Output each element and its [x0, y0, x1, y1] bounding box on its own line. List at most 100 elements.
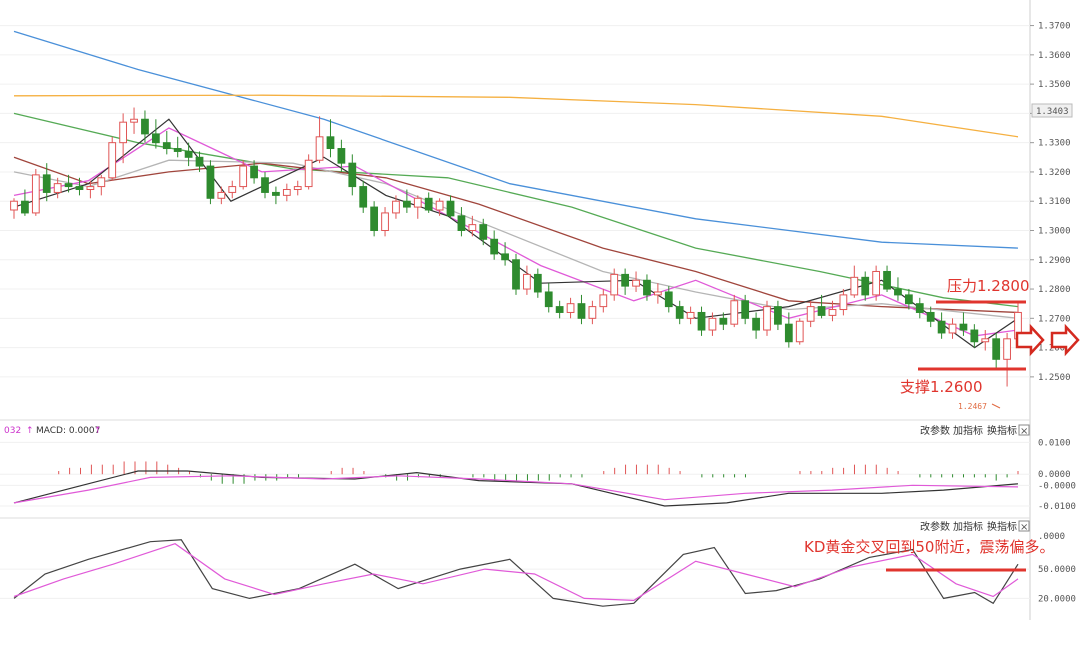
candle-up: [523, 273, 531, 290]
candle-up: [730, 300, 739, 325]
candle-up: [217, 191, 226, 199]
candle-down: [141, 118, 149, 135]
candle-down: [675, 306, 684, 319]
price-tick-label: 1.2800: [1038, 285, 1071, 295]
candle-up: [130, 118, 138, 123]
price-tick-label: 1.3000: [1038, 226, 1071, 236]
candle-down: [75, 186, 84, 191]
price-tick-label: 1.2500: [1038, 373, 1071, 383]
candle-up: [839, 294, 848, 311]
candle-up: [632, 279, 640, 287]
candle-up: [828, 309, 837, 316]
right-arrow-icon: [1050, 323, 1080, 357]
candle-down: [162, 142, 171, 150]
candle-down: [272, 191, 280, 196]
candle-up: [610, 273, 619, 296]
candle-down: [370, 206, 379, 231]
candle-down: [501, 253, 509, 261]
candle-down: [42, 174, 51, 193]
macd-dea-line: [13, 475, 1019, 504]
kd-tick-label: 20.0000: [1038, 594, 1076, 604]
candle-down: [719, 317, 728, 325]
candle-down: [512, 259, 520, 290]
low-price-pointer: [991, 403, 1001, 409]
price-tick-label: 1.3700: [1038, 22, 1071, 32]
right-arrow-icon: [1015, 323, 1045, 357]
candle-down: [861, 276, 870, 296]
candle-down: [937, 320, 946, 334]
candle-up: [228, 186, 237, 193]
candle-up: [468, 224, 477, 231]
switch-indicator-button[interactable]: 换指标: [987, 520, 1017, 533]
add-indicator-button[interactable]: 加指标: [953, 520, 983, 533]
price-tick-label: 1.3600: [1038, 51, 1071, 61]
candle-up: [315, 136, 324, 161]
candle-up: [806, 306, 815, 322]
candle-up: [795, 320, 804, 343]
change-params-button[interactable]: 改参数: [920, 424, 950, 437]
candle-up: [304, 159, 313, 188]
candle-up: [53, 183, 62, 193]
macd-value-label: MACD: 0.0007: [36, 426, 100, 436]
candle-down: [446, 200, 455, 217]
candle-up: [119, 121, 128, 144]
candle-up: [653, 291, 662, 296]
switch-indicator-button[interactable]: 换指标: [987, 424, 1017, 437]
candle-up: [981, 338, 990, 343]
candle-down: [752, 317, 760, 331]
candle-down: [894, 288, 902, 296]
price-tick-label: 1.3300: [1038, 139, 1071, 149]
candle-down: [621, 273, 630, 287]
close-icon: ×: [1020, 426, 1028, 437]
candle-down: [817, 306, 826, 316]
candle-down: [195, 156, 204, 167]
candle-up: [31, 174, 40, 214]
up-arrow-icon: ↑: [94, 426, 102, 436]
candle-down: [643, 279, 651, 296]
kd-toolbar: 改参数 加指标 换指标 ×: [920, 520, 1030, 533]
candle-up: [1003, 338, 1011, 360]
support-label: 支撑1.2600: [900, 378, 983, 396]
candle-down: [926, 311, 935, 322]
kd-tick-label: .0000: [1038, 532, 1065, 542]
candle-down: [904, 294, 913, 305]
ma-brown-line: [13, 156, 1019, 314]
annotation-layer: 压力1.2800 支撑1.2600 1.2467: [900, 277, 1080, 411]
macd-toolbar: 改参数 加指标 换指标 ×: [920, 424, 1030, 437]
candle-down: [250, 165, 258, 179]
price-tick-label: 1.3500: [1038, 80, 1071, 90]
candle-down: [697, 311, 706, 331]
candle-down: [959, 323, 968, 331]
kd-panel: 20.0000 50.0000 .0000: [0, 532, 1076, 607]
candle-down: [348, 162, 357, 188]
ma-blue-line: [13, 30, 1019, 249]
candle-up: [588, 306, 597, 319]
macd-header-prefix: 032: [4, 426, 21, 436]
macd-tick-label: -0.0100: [1038, 502, 1076, 512]
macd-tick-label: 0.0000: [1038, 470, 1071, 480]
macd-panel: 0.0100 0.0000-0.0000 -0.0100: [0, 438, 1076, 512]
current-price-label: 1.3403: [1036, 107, 1069, 117]
close-button[interactable]: [1018, 424, 1030, 436]
close-button[interactable]: [1018, 520, 1030, 532]
add-indicator-button[interactable]: 加指标: [953, 424, 983, 437]
candle-down: [741, 300, 750, 319]
kd-k-line: [13, 539, 1019, 607]
macd-dif-line: [13, 470, 1019, 507]
candle-down: [664, 291, 673, 308]
current-price-tag: 1.3403: [1031, 103, 1073, 118]
candle-down: [457, 215, 466, 231]
price-tick-label: 1.2900: [1038, 256, 1071, 266]
candle-up: [293, 186, 302, 191]
macd-tick-label: 0.0100: [1038, 438, 1071, 448]
candle-up: [708, 317, 717, 331]
price-tick-label: 1.2600: [1038, 344, 1071, 354]
candle-down: [784, 323, 793, 343]
change-params-button[interactable]: 改参数: [920, 520, 950, 533]
candle-up: [97, 177, 106, 188]
candle-down: [555, 306, 564, 313]
candle-down: [359, 186, 368, 208]
candle-down: [151, 133, 160, 144]
candle-down: [544, 291, 553, 308]
ma-orange-line: [13, 94, 1019, 138]
